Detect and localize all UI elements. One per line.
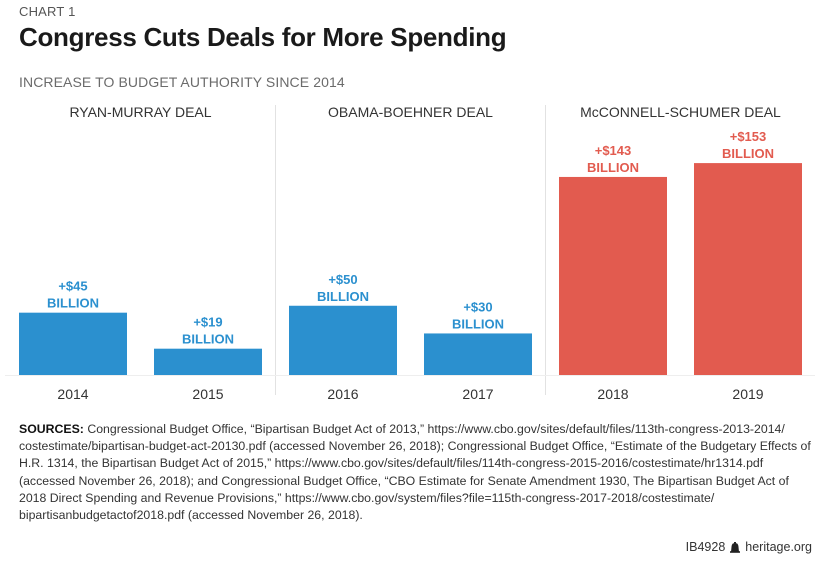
bar-2016 (289, 305, 397, 375)
bar-value-label: +$50 (328, 272, 357, 287)
deal-group-title: McCONNELL-SCHUMER DEAL (580, 104, 781, 120)
bar-unit-label: BILLION (317, 289, 369, 304)
bar-2017 (424, 333, 532, 375)
group-dividers (275, 105, 546, 395)
bar-value-label: +$45 (58, 279, 87, 294)
deal-group-titles: RYAN-MURRAY DEAL OBAMA-BOEHNER DEAL McCONN… (69, 104, 781, 120)
bar-2015 (154, 348, 262, 375)
bar-unit-label: BILLION (182, 332, 234, 347)
x-tick-labels: 2014 2015 2016 2017 2018 2019 (57, 386, 763, 402)
deal-group-title: OBAMA-BOEHNER DEAL (328, 104, 493, 120)
x-tick-label: 2019 (732, 386, 763, 402)
bar-unit-label: BILLION (47, 296, 99, 311)
sources-note: SOURCES: Congressional Budget Office, “B… (19, 421, 819, 524)
bar-value-labels: +$45 BILLION +$19 BILLION +$50 BILLION +$30 BIL… (47, 129, 774, 347)
bar-unit-label: BILLION (722, 146, 774, 161)
sources-text: Congressional Budget Office, “Bipartisan… (19, 422, 811, 523)
bar-value-label: +$30 (463, 299, 492, 314)
bar-2014 (19, 312, 127, 375)
sources-label: SOURCES: (19, 422, 84, 436)
x-tick-label: 2018 (597, 386, 628, 402)
bar-2019 (694, 163, 802, 375)
x-tick-label: 2016 (327, 386, 358, 402)
report-id: IB4928 (685, 540, 726, 554)
chart-subtitle: INCREASE TO BUDGET AUTHORITY SINCE 2014 (19, 74, 345, 90)
chart-title: Congress Cuts Deals for More Spending (19, 22, 507, 52)
site-link[interactable]: heritage.org (745, 540, 812, 554)
bar-value-label: +$19 (193, 315, 222, 330)
bar-chart: RYAN-MURRAY DEAL OBAMA-BOEHNER DEAL McCONN… (5, 104, 815, 402)
bar-2018 (559, 176, 667, 375)
bars (19, 163, 802, 375)
bar-value-label: +$153 (730, 129, 767, 144)
liberty-bell-icon (730, 541, 741, 553)
deal-group-title: RYAN-MURRAY DEAL (69, 104, 211, 120)
x-tick-label: 2017 (462, 386, 493, 402)
bar-value-label: +$143 (595, 143, 632, 158)
x-tick-label: 2015 (192, 386, 223, 402)
bar-unit-label: BILLION (587, 160, 639, 175)
bar-unit-label: BILLION (452, 316, 504, 331)
x-tick-label: 2014 (57, 386, 88, 402)
footer: IB4928 heritage.org (686, 540, 812, 554)
chart-number-label: CHART 1 (19, 4, 76, 19)
